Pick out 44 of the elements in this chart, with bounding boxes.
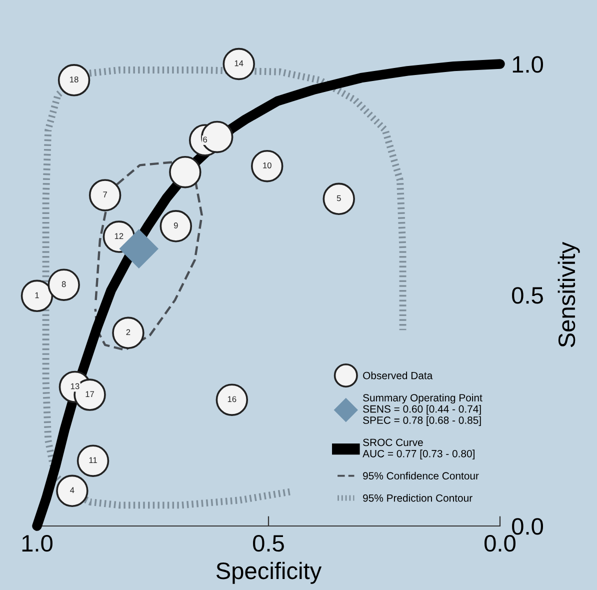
legend-label: 95% Prediction Contour bbox=[363, 494, 472, 502]
y-tick-label: 1.0 bbox=[512, 56, 544, 73]
annotation: 13 bbox=[70, 383, 80, 390]
annotation: 12 bbox=[114, 233, 124, 239]
x-axis-title: Specificity bbox=[216, 562, 322, 584]
annotation: 2 bbox=[126, 329, 130, 336]
annotation: 1 bbox=[35, 292, 39, 298]
point bbox=[222, 48, 255, 80]
point bbox=[160, 210, 192, 242]
line-series bbox=[94, 160, 203, 352]
annotation: 9 bbox=[174, 222, 178, 228]
point bbox=[48, 268, 80, 301]
point bbox=[76, 444, 110, 477]
annotation: 16 bbox=[228, 396, 236, 402]
point bbox=[250, 150, 284, 182]
point bbox=[216, 384, 248, 416]
y-tick-label: 0.0 bbox=[512, 518, 544, 535]
point bbox=[56, 474, 88, 508]
legend-label: SROC Curve AUC = 0.77 [0.73 - 0.80] bbox=[362, 438, 474, 460]
y-axis-title: Sensitivity bbox=[558, 242, 580, 348]
point bbox=[200, 120, 234, 154]
legend-label: Summary Operating Point SENS = 0.60 [0.44 - 0.74] SPEC = 0.78 [0.68 - 0.85] bbox=[363, 394, 482, 426]
annotation: 17 bbox=[86, 391, 94, 397]
x-tick-label: 1.0 bbox=[22, 534, 52, 552]
point bbox=[88, 179, 122, 212]
annotation: 7 bbox=[103, 192, 107, 198]
annotation: 8 bbox=[62, 281, 66, 288]
annotation: 14 bbox=[234, 60, 244, 66]
point bbox=[169, 156, 202, 188]
x-tick-label: 0.5 bbox=[253, 534, 284, 552]
point bbox=[20, 280, 54, 312]
legend-label: 95% Confidence Contour bbox=[363, 472, 479, 480]
point bbox=[322, 182, 355, 216]
annotation: 10 bbox=[263, 162, 272, 168]
x-tick-label: 0.0 bbox=[484, 534, 516, 552]
annotation: 4 bbox=[70, 487, 74, 494]
annotation: 11 bbox=[89, 457, 97, 464]
annotation: 5 bbox=[336, 195, 341, 202]
point bbox=[112, 316, 144, 350]
point bbox=[58, 64, 90, 96]
annotation: 18 bbox=[70, 76, 78, 82]
legend-label: Observed Data bbox=[363, 372, 433, 380]
y-tick-label: 0.5 bbox=[512, 287, 543, 304]
annotation: 6 bbox=[203, 136, 208, 142]
